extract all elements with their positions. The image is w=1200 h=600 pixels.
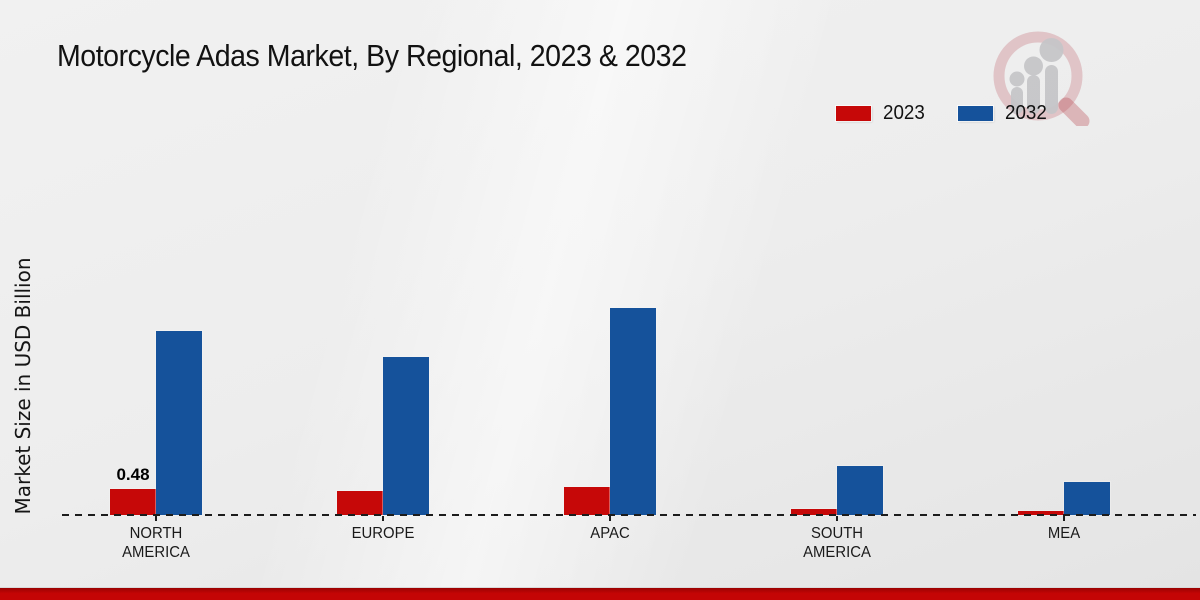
axis-tick — [836, 516, 838, 521]
bar-2032-europe — [383, 357, 429, 515]
category-label-europe: EUROPE — [351, 525, 415, 542]
axis-tick — [609, 516, 611, 521]
category-label-mea: MEA — [1047, 525, 1081, 542]
bar-2032-apac — [610, 308, 656, 515]
bar-2032-north-america — [156, 331, 202, 515]
bar-2032-mea — [1064, 482, 1110, 515]
bar-2023-north-america — [110, 489, 156, 515]
legend-item-2032: 2032 — [957, 102, 1050, 125]
category-label-south-america: SOUTH AMERICA — [803, 525, 871, 561]
footer-bar — [0, 587, 1200, 600]
bar-2023-europe — [337, 491, 383, 515]
legend-item-2023: 2023 — [836, 102, 928, 125]
category-label-north-america: NORTH AMERICA — [122, 525, 190, 561]
axis-tick — [155, 516, 157, 521]
axis-tick — [1063, 516, 1065, 521]
legend: 2023 2032 — [836, 102, 1049, 125]
legend-label: 2032 — [1004, 102, 1047, 124]
legend-swatch-2032 — [957, 106, 993, 121]
bar-2023-south-america — [791, 509, 837, 515]
bar-2023-apac — [564, 487, 610, 515]
legend-label: 2023 — [883, 102, 925, 124]
bar-value-label: 0.48 — [116, 465, 150, 484]
bar-2023-mea — [1018, 511, 1064, 515]
x-axis-baseline — [62, 514, 1196, 516]
company-logo — [988, 26, 1090, 129]
legend-swatch-2023 — [836, 106, 871, 121]
chart-title: Motorcycle Adas Market, By Regional, 202… — [57, 38, 687, 73]
category-label-apac: APAC — [590, 525, 630, 542]
magnifier-bar-chart-icon — [993, 31, 1090, 129]
bar-2032-south-america — [837, 466, 883, 515]
axis-tick — [382, 516, 384, 521]
